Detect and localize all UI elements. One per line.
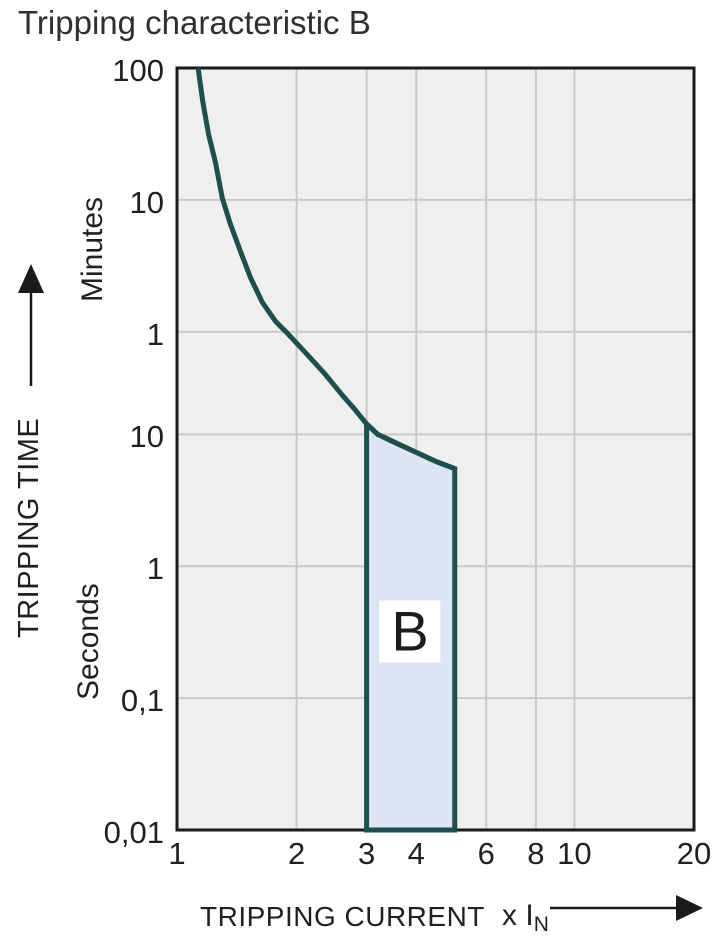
y-tick-label: 0,1: [120, 683, 164, 719]
y-tick-label: 100: [112, 53, 164, 88]
x-tick-label: 20: [676, 836, 712, 871]
y-axis-arrow-icon: [18, 264, 44, 386]
band-label: B: [379, 600, 441, 663]
x-tick-label: 2: [287, 836, 306, 871]
y-tick-label: 1: [146, 551, 164, 587]
x-tick-label: 4: [407, 836, 425, 871]
x-axis-unit-prefix: x: [502, 899, 517, 932]
y-axis-title: TRIPPING TIME: [13, 417, 45, 639]
x-tick-label: 6: [477, 836, 495, 871]
x-axis-unit-subscript: N: [533, 913, 549, 936]
x-tick-label: 1: [168, 836, 186, 871]
y-tick-label: 10: [129, 419, 164, 455]
x-tick-label: 10: [557, 836, 592, 871]
y-tick-label: 10: [129, 184, 164, 220]
characteristic-curve: [195, 67, 456, 471]
x-axis-arrow-icon: [550, 895, 703, 921]
x-tick-label: 8: [527, 836, 545, 871]
x-axis-unit: x IN: [502, 899, 549, 936]
chart-title: Tripping characteristic B: [18, 4, 371, 41]
x-axis-unit-symbol: I: [525, 899, 534, 932]
x-axis-title: TRIPPING CURRENT: [200, 901, 485, 932]
plot-layers: [175, 66, 696, 833]
y-tick-label: 1: [146, 316, 164, 352]
y-tick-label: 0,01: [103, 815, 164, 850]
x-tick-label: 3: [357, 836, 376, 871]
